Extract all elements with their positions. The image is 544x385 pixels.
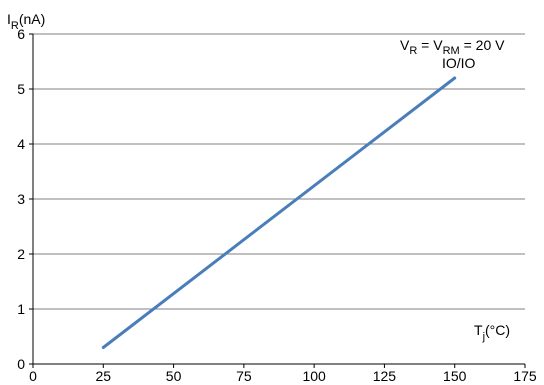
x-tick-label-0: 0 [29, 368, 37, 384]
x-tick-label-175: 175 [513, 368, 537, 384]
x-tick-labels: 0 25 50 75 100 125 150 175 [29, 368, 537, 384]
gridlines [33, 33, 525, 310]
y-tick-labels: 0 1 2 3 4 5 6 [17, 26, 25, 372]
axes [29, 33, 526, 368]
series-group [101, 76, 457, 349]
series-line-0 [101, 76, 457, 349]
x-tick-label-25: 25 [95, 368, 111, 384]
x-tick-label-75: 75 [236, 368, 252, 384]
y-tick-label-2: 2 [17, 246, 25, 262]
y-tick-label-1: 1 [17, 301, 25, 317]
y-axis-label: IR(nA) [7, 11, 45, 32]
x-axis-label: Tj(°C) [474, 322, 510, 343]
x-tick-label-150: 150 [443, 368, 467, 384]
y-tick-label-3: 3 [17, 191, 25, 207]
y-tick-label-5: 5 [17, 81, 25, 97]
y-tick-label-6: 6 [17, 26, 25, 42]
y-tick-label-0: 0 [17, 356, 25, 372]
x-tick-label-50: 50 [166, 368, 182, 384]
condition-annotation: VR = VRM = 20 V [400, 37, 505, 57]
x-tick-label-100: 100 [302, 368, 326, 384]
y-tick-label-4: 4 [17, 136, 25, 152]
condition-annotation-line2: IO/IO [442, 55, 476, 71]
x-tick-label-125: 125 [373, 368, 397, 384]
